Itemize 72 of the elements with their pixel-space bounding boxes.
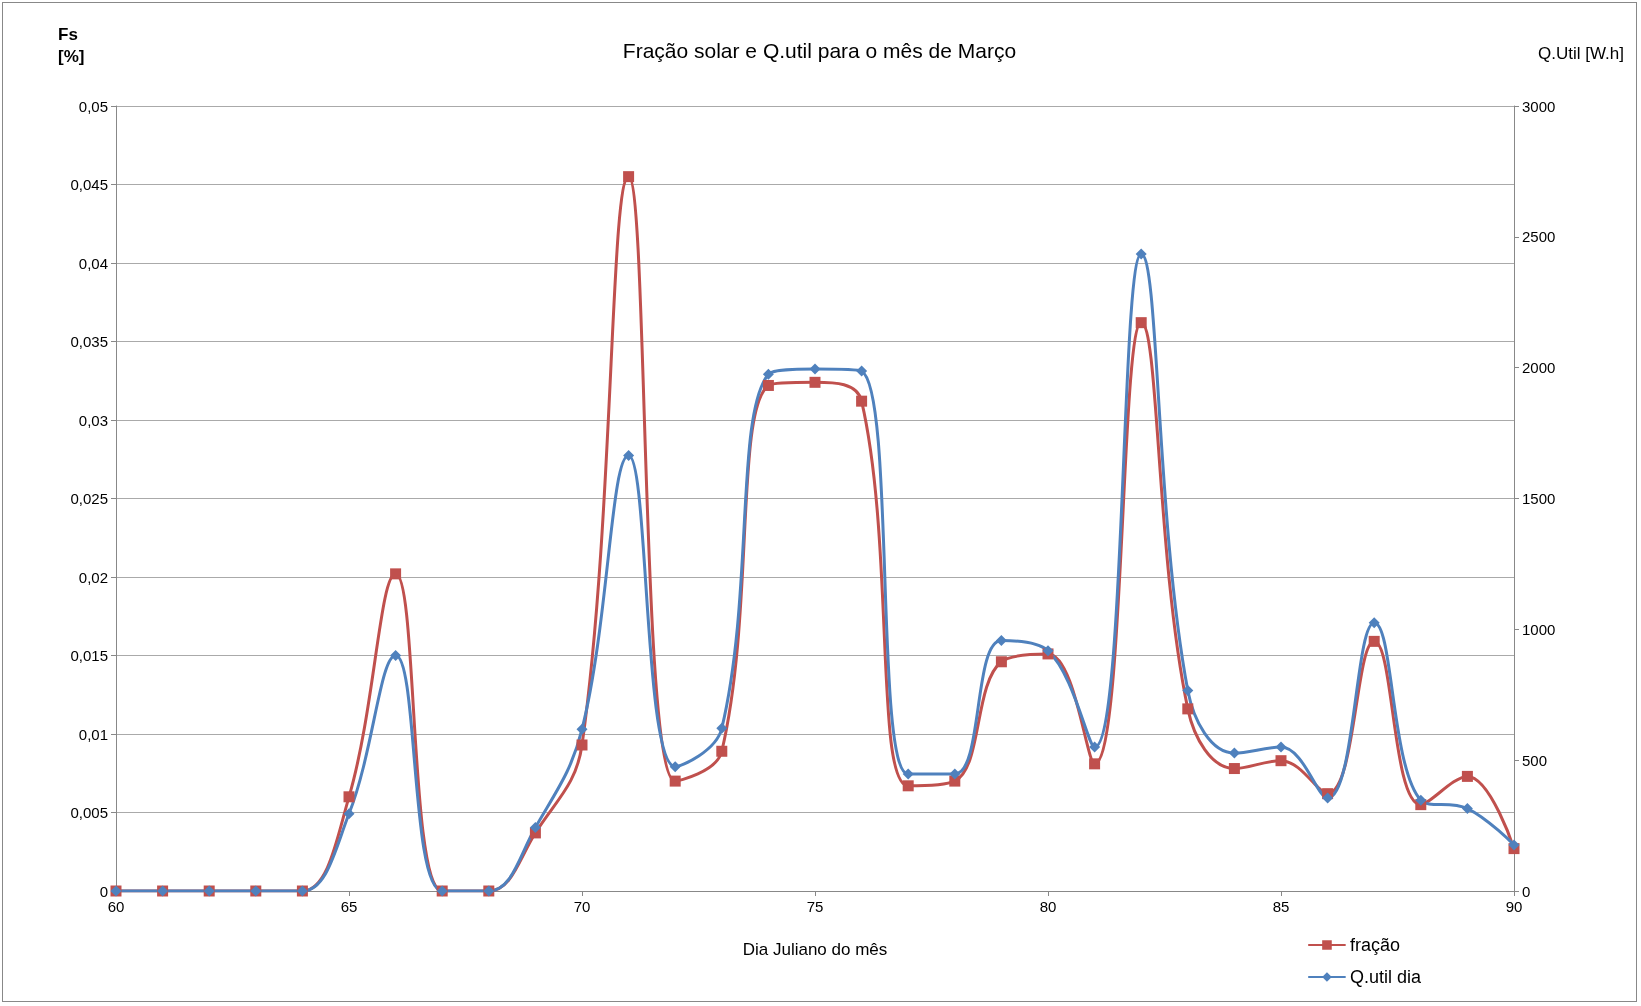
point xyxy=(1461,803,1473,815)
x-tick-label: 70 xyxy=(573,898,591,915)
point xyxy=(669,775,681,787)
legend-label: fração xyxy=(1349,935,1400,955)
point xyxy=(390,650,402,661)
x-tick-label: 60 xyxy=(107,898,125,915)
y2-tick-label: 2000 xyxy=(1522,359,1556,377)
point xyxy=(902,780,914,792)
point xyxy=(856,365,868,377)
point xyxy=(902,768,914,780)
point xyxy=(809,363,821,375)
point xyxy=(716,745,728,757)
point xyxy=(343,791,355,803)
point xyxy=(995,656,1007,668)
point xyxy=(1461,770,1473,782)
y-tick-label: 0,04 xyxy=(78,254,108,272)
point xyxy=(1275,755,1287,767)
y-axis-title: Fs [%] xyxy=(58,24,85,66)
point xyxy=(1368,617,1380,629)
y-tick-label: 0,005 xyxy=(70,804,108,821)
y2-tick-label: 2500 xyxy=(1522,228,1556,246)
y-tick-label: 0,045 xyxy=(70,176,108,193)
point xyxy=(623,450,635,462)
y-tick-label: 0 xyxy=(99,882,108,900)
x-tick-label: 90 xyxy=(1505,898,1523,915)
y2-tick-label: 0 xyxy=(1522,882,1531,900)
point xyxy=(949,768,961,780)
y2-axis-title: Q.Util [W.h] xyxy=(1538,44,1625,63)
point xyxy=(762,379,774,391)
point xyxy=(1228,763,1240,775)
point xyxy=(576,739,588,751)
point xyxy=(762,368,774,380)
y2-tick-label: 500 xyxy=(1522,751,1548,769)
point xyxy=(1182,703,1194,715)
point xyxy=(1415,794,1427,806)
point xyxy=(623,171,635,183)
x-tick-label: 75 xyxy=(806,898,824,915)
y-tick-label: 0,025 xyxy=(70,490,108,507)
x-axis-title: Dia Juliano do mês xyxy=(742,940,888,959)
x-tick-label: 80 xyxy=(1039,898,1057,915)
y-tick-label: 0,05 xyxy=(78,97,108,115)
point xyxy=(1322,792,1334,804)
point xyxy=(716,722,728,734)
point xyxy=(856,395,868,407)
point xyxy=(1089,741,1101,753)
y-tick-label: 0,01 xyxy=(78,725,108,743)
x-tick-label: 85 xyxy=(1272,898,1290,915)
y2-tick-label: 1000 xyxy=(1522,620,1556,638)
point xyxy=(809,376,821,388)
y-tick-label: 0,02 xyxy=(78,568,108,586)
chart-title: Fração solar e Q.util para o mês de Março xyxy=(622,39,1017,62)
point xyxy=(1135,317,1147,329)
legend-label: Q.util dia xyxy=(1349,967,1422,987)
point xyxy=(1275,741,1287,753)
point xyxy=(995,635,1007,647)
point xyxy=(1508,839,1520,851)
x-tick-label: 65 xyxy=(340,898,358,915)
point xyxy=(343,808,355,820)
point xyxy=(949,775,961,787)
y2-tick-label: 3000 xyxy=(1522,97,1556,115)
point xyxy=(1182,685,1194,697)
y2-tick-label: 1500 xyxy=(1522,490,1556,507)
y-tick-label: 0,03 xyxy=(78,411,108,429)
point xyxy=(529,821,541,833)
point xyxy=(1135,248,1147,260)
point xyxy=(390,568,402,580)
y-tick-label: 0,035 xyxy=(70,333,108,350)
y-tick-label: 0,015 xyxy=(70,647,108,664)
point xyxy=(576,723,588,735)
point xyxy=(1368,635,1380,647)
point xyxy=(1089,758,1101,770)
point xyxy=(669,761,681,773)
